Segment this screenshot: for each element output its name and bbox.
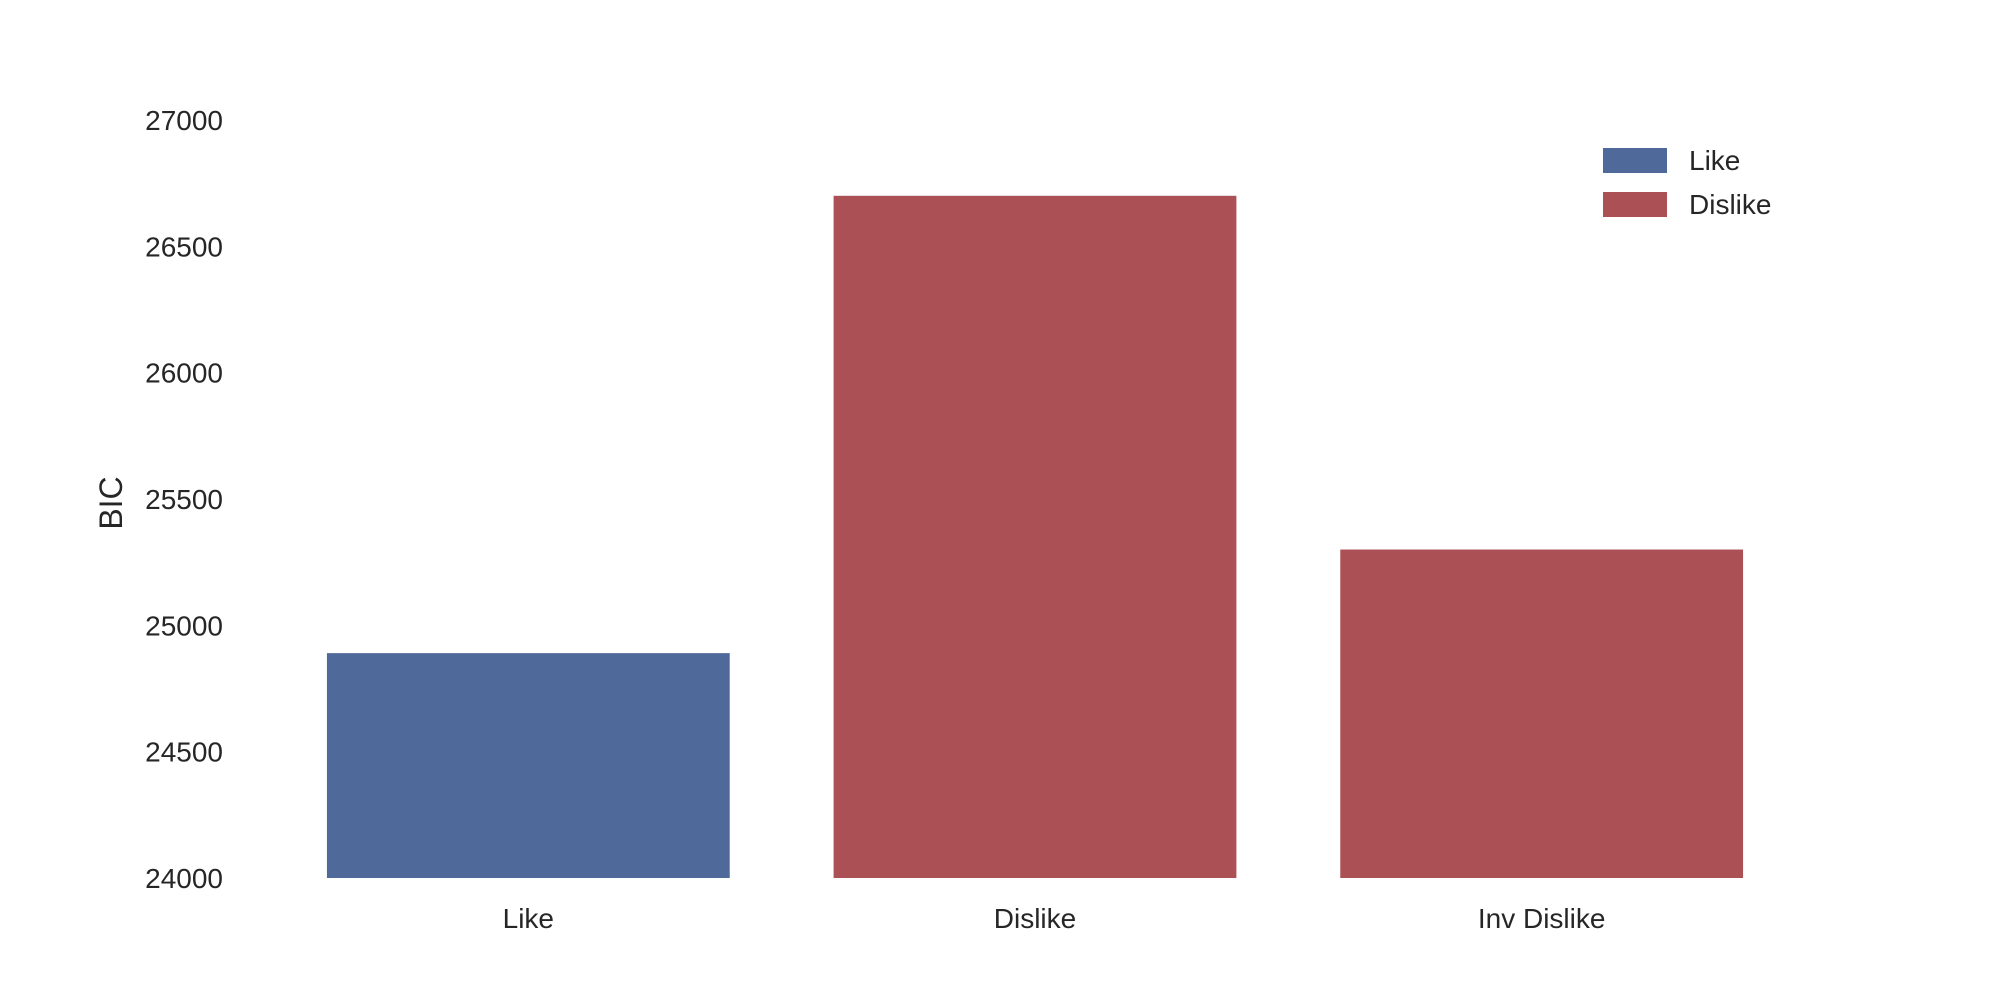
y-tick-label: 27000 bbox=[145, 105, 223, 136]
y-tick-label: 24000 bbox=[145, 863, 223, 894]
y-tick-label: 25000 bbox=[145, 610, 223, 641]
legend: Like Dislike bbox=[1603, 145, 1771, 220]
x-tick-label: Like bbox=[503, 903, 554, 934]
legend-swatch bbox=[1603, 148, 1667, 173]
x-axis-ticks: Like Dislike Inv Dislike bbox=[503, 903, 1606, 934]
y-tick-label: 26000 bbox=[145, 358, 223, 389]
y-tick-label: 24500 bbox=[145, 737, 223, 768]
y-tick-label: 26500 bbox=[145, 231, 223, 262]
x-tick-label: Dislike bbox=[994, 903, 1076, 934]
bar-like bbox=[326, 653, 730, 878]
y-tick-label: 25500 bbox=[145, 484, 223, 515]
y-axis-label: BIC bbox=[93, 476, 129, 529]
x-tick-label: Inv Dislike bbox=[1478, 903, 1606, 934]
legend-label: Like bbox=[1689, 145, 1740, 176]
bar-series bbox=[326, 195, 1744, 879]
legend-swatch bbox=[1603, 192, 1667, 217]
bar-inv-dislike bbox=[1340, 549, 1744, 878]
bar-dislike bbox=[833, 195, 1237, 879]
legend-label: Dislike bbox=[1689, 189, 1771, 220]
y-axis-ticks: 24000 24500 25000 25500 26000 26500 27000 bbox=[145, 105, 223, 894]
